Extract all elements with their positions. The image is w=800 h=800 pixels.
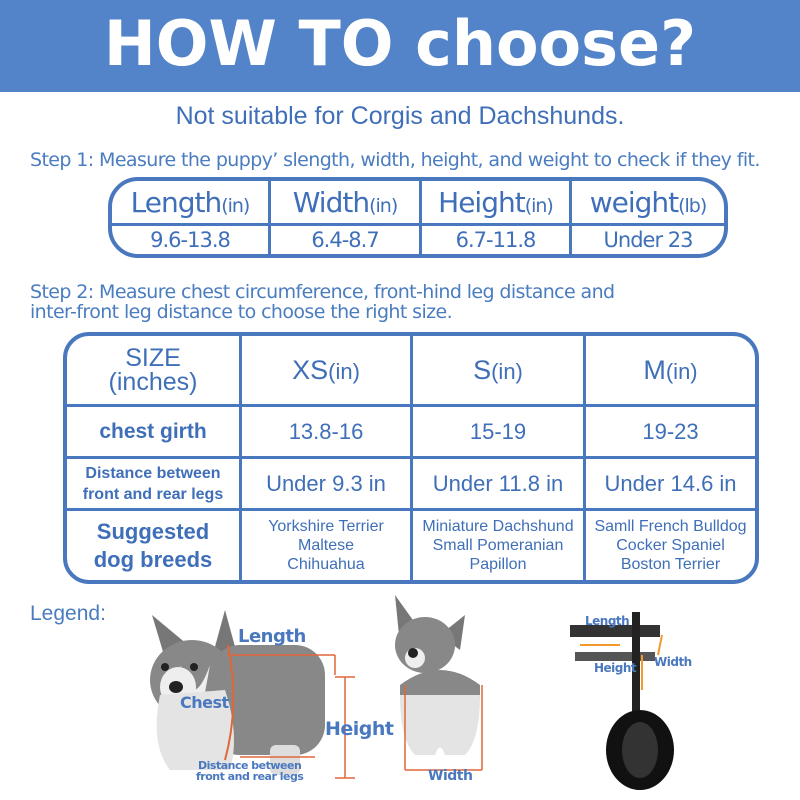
row-label-breeds: Suggested dog breeds: [67, 511, 242, 580]
label-line: front and rear legs: [196, 770, 304, 783]
wheelchair-illustration: [570, 612, 674, 790]
corgi-side-illustration: [150, 610, 355, 779]
col-height: Height(in): [422, 181, 572, 226]
inches-label: (inches): [108, 368, 198, 396]
breed: Cocker Spaniel: [616, 537, 725, 554]
col-label: Width: [292, 185, 370, 219]
head: [395, 617, 455, 673]
size-unit: (in): [665, 358, 698, 384]
chest-m: 19-23: [586, 407, 755, 459]
label-line: Suggested: [96, 518, 210, 544]
breed: Boston Terrier: [620, 556, 721, 573]
legend-width: Width: [428, 768, 473, 784]
breed: Yorkshire Terrier: [268, 518, 384, 535]
wheelchair-length: Length: [585, 614, 630, 628]
legend-distance: Distance between front and rear legs: [196, 759, 304, 783]
label-line: Distance between: [85, 464, 221, 482]
chest-xs: 13.8-16: [242, 407, 413, 459]
col-label: Length: [130, 185, 223, 219]
row-label-distance: Distance between front and rear legs: [67, 459, 242, 511]
corgi-back-illustration: [395, 595, 483, 771]
legend-chest: Chest: [180, 693, 229, 712]
fit-table: Length(in) Width(in) Height(in) weight(l…: [108, 177, 728, 258]
size-corner: SIZE (inches): [67, 336, 242, 407]
col-unit: (in): [221, 194, 250, 217]
legend-length: Length: [238, 626, 306, 647]
size-unit: (in): [328, 358, 360, 384]
size-table: SIZE (inches) XS(in) S(in) M(in) chest gi…: [63, 332, 759, 584]
step1-text: Step 1: Measure the puppy’ slength, widt…: [30, 149, 760, 171]
row-label-chest: chest girth: [67, 407, 242, 459]
label-line: front and rear legs: [82, 485, 224, 503]
distance-m: Under 14.6 in: [586, 459, 755, 511]
value-width: 6.4-8.7: [271, 226, 422, 254]
col-length: Length(in): [112, 181, 271, 226]
col-label: Height: [438, 185, 526, 219]
subtitle: Not suitable for Corgis and Dachshunds.: [175, 102, 625, 130]
value-length: 9.6-13.8: [112, 226, 271, 254]
label-line: Distance between: [198, 759, 302, 772]
size-unit: (in): [491, 358, 523, 384]
breeds-m: Samll French Bulldog Cocker Spaniel Boston…: [586, 511, 755, 580]
breed: Maltese: [297, 537, 355, 554]
col-unit: (in): [524, 194, 554, 217]
breeds-s: Miniature Dachshund Small Pomeranian Papil…: [413, 511, 586, 580]
chest-s: 15-19: [413, 407, 586, 459]
col-unit: (in): [369, 194, 398, 217]
legend-title: Legend:: [30, 602, 106, 625]
wheelchair-frame: [632, 612, 640, 732]
value-height: 6.7-11.8: [422, 226, 572, 254]
size-name: S: [473, 354, 492, 385]
label-line: dog breeds: [93, 546, 213, 572]
size-xs: XS(in): [242, 336, 413, 407]
breed: Chihuahua: [287, 556, 365, 573]
size-s: S(in): [413, 336, 586, 407]
size-label: SIZE: [125, 344, 181, 372]
legend-height: Height: [325, 718, 394, 740]
body: [210, 645, 325, 755]
breed: Small Pomeranian: [432, 537, 564, 554]
breed: Papillon: [469, 556, 527, 573]
wheelchair-width: Width: [654, 655, 692, 669]
col-weight: weight(lb): [572, 181, 724, 226]
value-weight: Under 23: [603, 228, 694, 252]
size-name: M: [643, 354, 666, 385]
col-label: weight: [589, 185, 679, 219]
breed: Samll French Bulldog: [594, 518, 747, 535]
page-title: HOW TO choose?: [0, 0, 800, 92]
step2-text-1: Step 2: Measure chest circumference, fro…: [30, 281, 615, 303]
wheelchair-height: Height: [594, 661, 637, 675]
size-name: XS: [292, 354, 329, 385]
breed: Miniature Dachshund: [422, 518, 574, 535]
step2-text-2: inter-front leg distance to choose the r…: [30, 301, 453, 323]
col-unit: (lb): [678, 194, 707, 217]
distance-xs: Under 9.3 in: [242, 459, 413, 511]
col-width: Width(in): [271, 181, 422, 226]
distance-s: Under 11.8 in: [413, 459, 586, 511]
size-m: M(in): [586, 336, 755, 407]
chest-line: [224, 644, 235, 761]
breeds-xs: Yorkshire Terrier Maltese Chihuahua: [242, 511, 413, 580]
